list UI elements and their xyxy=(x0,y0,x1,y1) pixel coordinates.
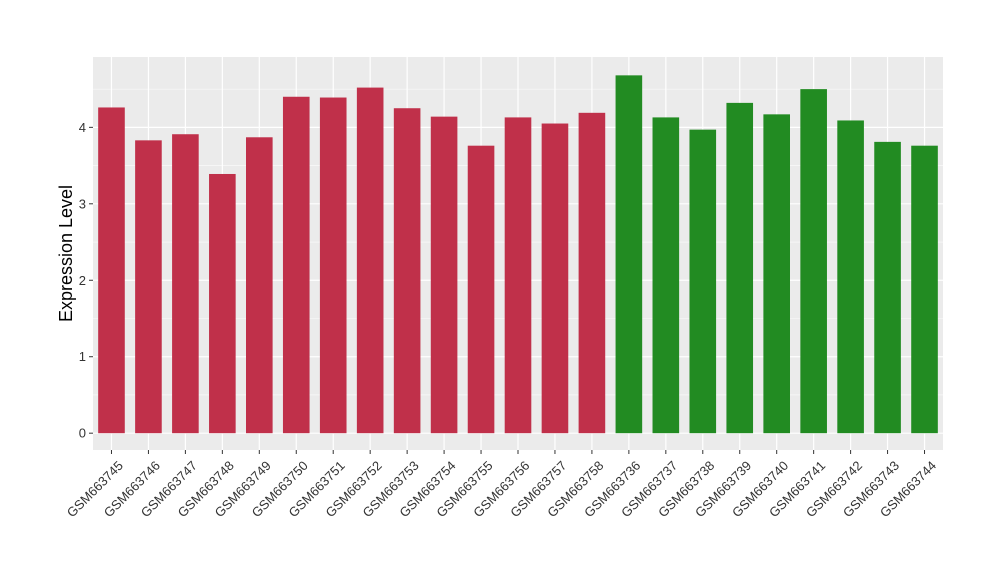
bar-GSM663738[interactable] xyxy=(689,129,717,434)
bar-GSM663745[interactable] xyxy=(98,107,125,434)
bar-GSM663747[interactable] xyxy=(172,134,199,434)
bar-GSM663754[interactable] xyxy=(430,116,458,434)
y-tick-label: 1 xyxy=(79,349,86,364)
y-tick-label: 0 xyxy=(79,426,86,441)
bar-GSM663750[interactable] xyxy=(282,96,310,434)
bar-GSM663757[interactable] xyxy=(541,123,569,434)
bar-GSM663743[interactable] xyxy=(874,141,901,434)
bar-GSM663748[interactable] xyxy=(209,173,236,434)
bar-GSM663751[interactable] xyxy=(319,97,347,434)
bar-GSM663752[interactable] xyxy=(356,87,384,434)
bar-GSM663737[interactable] xyxy=(652,117,680,434)
bar-GSM663742[interactable] xyxy=(837,120,864,434)
bar-GSM663755[interactable] xyxy=(467,145,495,434)
bar-GSM663736[interactable] xyxy=(615,75,643,434)
bar-GSM663739[interactable] xyxy=(726,102,754,434)
bar-GSM663740[interactable] xyxy=(763,114,790,434)
y-tick-label: 3 xyxy=(79,196,86,211)
y-tick-label: 2 xyxy=(79,273,86,288)
y-tick-label: 4 xyxy=(79,120,86,135)
bar-GSM663741[interactable] xyxy=(800,89,827,434)
bar-GSM663749[interactable] xyxy=(246,137,273,434)
bar-GSM663756[interactable] xyxy=(504,117,532,434)
y-axis-title: Expression Level xyxy=(56,185,76,322)
bar-GSM663744[interactable] xyxy=(911,145,938,434)
bar-GSM663746[interactable] xyxy=(135,140,162,434)
bar-GSM663758[interactable] xyxy=(578,112,606,434)
bar-GSM663753[interactable] xyxy=(393,108,421,434)
